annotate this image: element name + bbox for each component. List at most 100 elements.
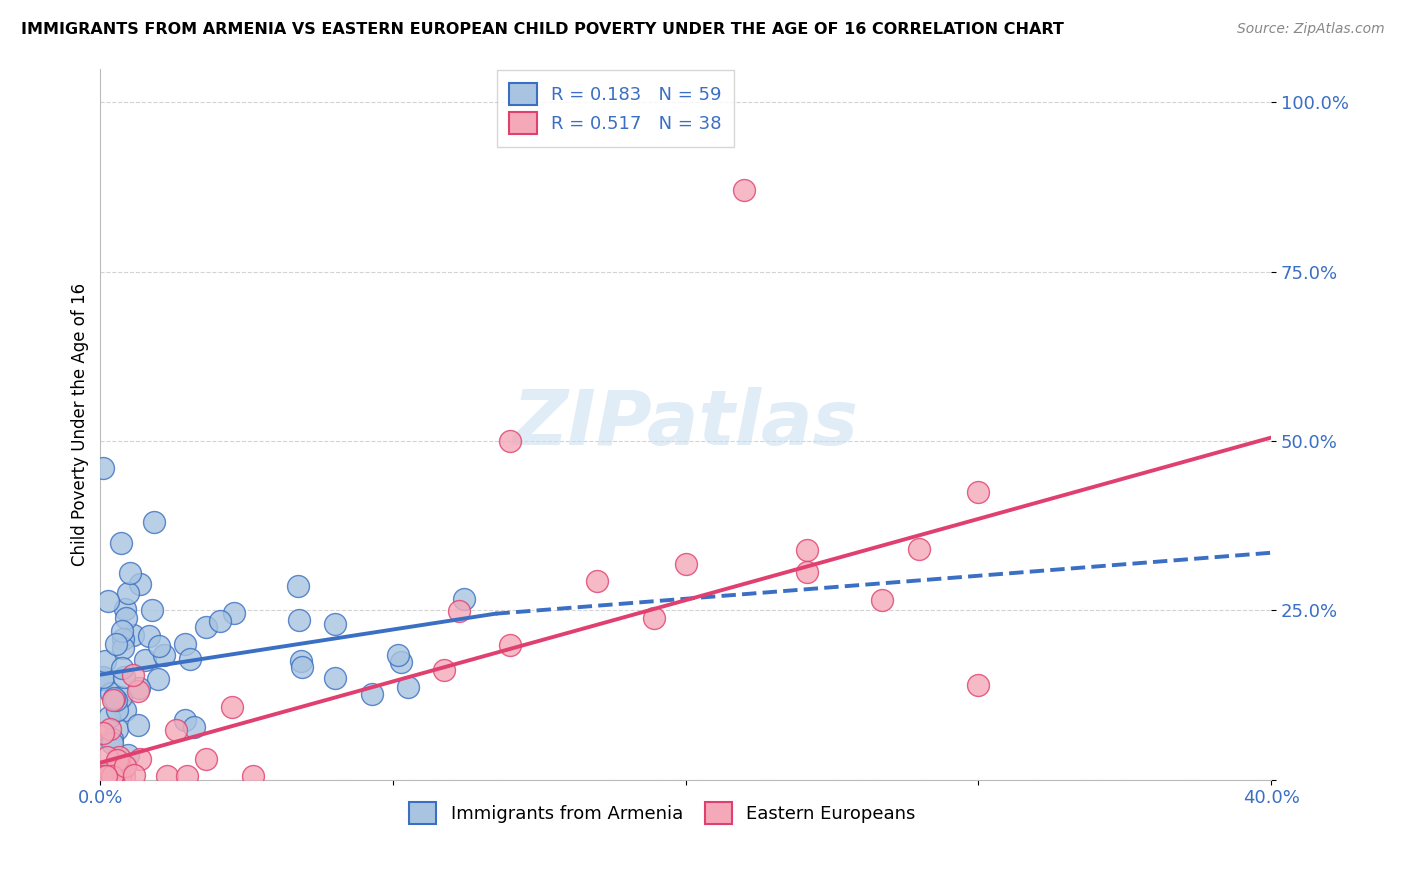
Point xyxy=(127,718,149,732)
Point xyxy=(104,636,127,650)
Point xyxy=(173,637,195,651)
Point xyxy=(110,535,132,549)
Point xyxy=(325,671,347,685)
Point xyxy=(290,654,312,668)
Point xyxy=(586,574,609,589)
Y-axis label: Child Poverty Under the Age of 16: Child Poverty Under the Age of 16 xyxy=(72,283,89,566)
Point xyxy=(194,619,217,633)
Point xyxy=(396,680,419,694)
Point xyxy=(138,629,160,643)
Point xyxy=(91,726,114,740)
Point xyxy=(796,565,818,579)
Text: Source: ZipAtlas.com: Source: ZipAtlas.com xyxy=(1237,22,1385,37)
Point xyxy=(323,617,346,632)
Point xyxy=(733,183,755,197)
Point xyxy=(499,638,522,652)
Point xyxy=(96,750,118,764)
Point xyxy=(111,661,134,675)
Point xyxy=(108,750,131,764)
Point xyxy=(94,654,117,668)
Point xyxy=(105,723,128,737)
Point xyxy=(173,714,195,728)
Point xyxy=(100,686,122,700)
Point xyxy=(453,592,475,607)
Text: ZIPatlas: ZIPatlas xyxy=(513,387,859,461)
Point xyxy=(117,747,139,762)
Point xyxy=(675,558,697,572)
Point xyxy=(114,601,136,615)
Point xyxy=(224,606,246,620)
Point xyxy=(105,703,128,717)
Text: IMMIGRANTS FROM ARMENIA VS EASTERN EUROPEAN CHILD POVERTY UNDER THE AGE OF 16 CO: IMMIGRANTS FROM ARMENIA VS EASTERN EUROP… xyxy=(21,22,1064,37)
Point xyxy=(134,653,156,667)
Point xyxy=(142,515,165,529)
Point xyxy=(129,752,152,766)
Point xyxy=(105,693,128,707)
Point xyxy=(121,628,143,642)
Legend: Immigrants from Armenia, Eastern Europeans: Immigrants from Armenia, Eastern Europea… xyxy=(398,791,927,835)
Point xyxy=(195,752,218,766)
Point xyxy=(91,673,114,687)
Point xyxy=(141,603,163,617)
Point xyxy=(176,769,198,783)
Point xyxy=(967,485,990,500)
Point xyxy=(91,461,114,475)
Point xyxy=(291,660,314,674)
Point xyxy=(105,765,128,780)
Point xyxy=(97,710,120,724)
Point xyxy=(112,641,135,656)
Point xyxy=(128,681,150,695)
Point xyxy=(643,611,665,625)
Point xyxy=(110,690,132,705)
Point xyxy=(91,769,114,783)
Point xyxy=(90,765,112,780)
Point xyxy=(908,541,931,556)
Point xyxy=(967,678,990,692)
Point xyxy=(287,613,309,627)
Point xyxy=(389,656,412,670)
Point xyxy=(796,542,818,557)
Point xyxy=(361,688,384,702)
Point xyxy=(114,703,136,717)
Point xyxy=(114,759,136,773)
Point xyxy=(129,576,152,591)
Point xyxy=(120,566,142,580)
Point xyxy=(103,691,125,706)
Point xyxy=(165,723,187,737)
Point xyxy=(183,720,205,734)
Point xyxy=(105,769,128,783)
Point xyxy=(221,700,243,714)
Point xyxy=(105,753,128,767)
Point xyxy=(433,663,456,677)
Point xyxy=(127,683,149,698)
Point xyxy=(97,593,120,607)
Point xyxy=(98,723,121,737)
Point xyxy=(111,632,134,647)
Point xyxy=(112,769,135,783)
Point xyxy=(153,648,176,662)
Point xyxy=(112,670,135,684)
Point xyxy=(108,769,131,783)
Point xyxy=(148,639,170,653)
Point xyxy=(100,736,122,750)
Point xyxy=(499,434,522,448)
Point xyxy=(122,768,145,782)
Point xyxy=(242,769,264,783)
Point xyxy=(104,764,127,778)
Point xyxy=(387,648,409,662)
Point xyxy=(96,769,118,783)
Point xyxy=(179,652,201,666)
Point xyxy=(101,731,124,746)
Point xyxy=(98,765,121,780)
Point xyxy=(91,669,114,683)
Point xyxy=(287,578,309,592)
Point xyxy=(146,672,169,686)
Point xyxy=(122,668,145,682)
Point xyxy=(208,614,231,628)
Point xyxy=(117,585,139,599)
Point xyxy=(110,624,132,638)
Point xyxy=(115,610,138,624)
Point xyxy=(101,693,124,707)
Point xyxy=(447,604,470,618)
Point xyxy=(156,769,179,783)
